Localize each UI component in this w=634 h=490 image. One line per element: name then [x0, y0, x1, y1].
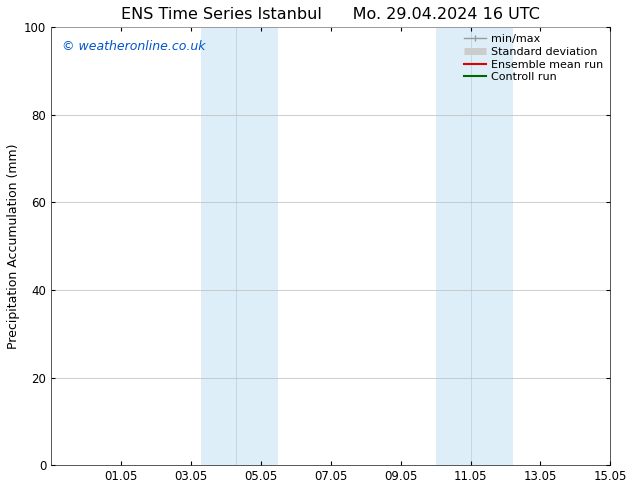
Title: ENS Time Series Istanbul      Mo. 29.04.2024 16 UTC: ENS Time Series Istanbul Mo. 29.04.2024 … — [121, 7, 540, 22]
Legend: min/max, Standard deviation, Ensemble mean run, Controll run: min/max, Standard deviation, Ensemble me… — [460, 30, 607, 86]
Text: © weatheronline.co.uk: © weatheronline.co.uk — [62, 40, 206, 53]
Y-axis label: Precipitation Accumulation (mm): Precipitation Accumulation (mm) — [7, 144, 20, 349]
Bar — [436, 27, 512, 465]
Bar — [202, 27, 278, 465]
